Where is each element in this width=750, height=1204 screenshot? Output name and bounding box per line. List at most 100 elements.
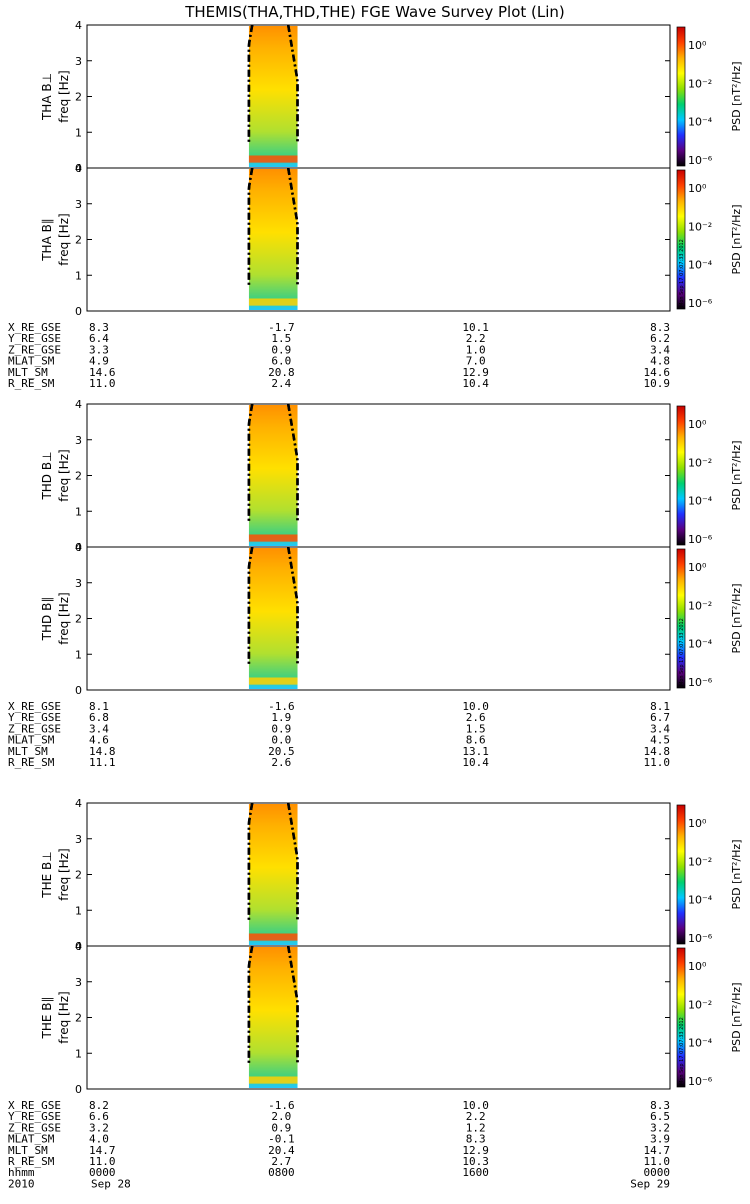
y-tick-label: 1 — [75, 1047, 82, 1060]
ephemeris-value: 14.7 — [89, 1144, 116, 1157]
ephemeris-value: 8.6 — [466, 734, 486, 747]
ephemeris-value: 4.8 — [650, 355, 670, 368]
ephemeris-value: -1.7 — [268, 321, 295, 334]
ephemeris-value: 6.7 — [650, 711, 670, 724]
panel-label: THE B⊥ — [40, 851, 54, 898]
ephemeris-row-name: Z_RE_GSE — [8, 722, 61, 735]
ephemeris-row-name: X_RE_GSE — [8, 1099, 61, 1112]
ephemeris-value: 1.5 — [466, 722, 486, 735]
colorbar: 10⁰ 10⁻² 10⁻⁴ 10⁻⁶ PSD [nT²/Hz] — [676, 405, 743, 546]
ephemeris-value: 1.2 — [466, 1121, 486, 1134]
field-line-curve — [286, 167, 299, 286]
ephemeris-row-name: X_RE_GSE — [8, 700, 61, 713]
y-tick-label: 2 — [75, 613, 82, 626]
ephemeris-value: 6.8 — [89, 711, 109, 724]
ephemeris-value: 11.1 — [89, 756, 116, 769]
ephemeris-value: 12.9 — [462, 366, 489, 379]
low-frequency-band — [248, 155, 298, 163]
ephemeris-row-name: MLAT_SM — [8, 734, 55, 747]
low-frequency-band — [248, 534, 298, 542]
field-line-curve — [247, 546, 254, 665]
ephemeris-value: 14.6 — [644, 366, 671, 379]
colorbar-tick-label: 10⁻⁴ — [688, 259, 713, 272]
y-tick-label: 2 — [75, 234, 82, 247]
y-tick-label: 4 — [75, 940, 82, 953]
timestamp: Mon Sep 17 07:07:33 2012 — [679, 618, 685, 686]
ephemeris-value: 10.4 — [462, 756, 489, 769]
spectrogram-panel: 0 1 2 3 4 THA B∥ freq [Hz] 10⁰ 10⁻² 10⁻⁴ 10⁻⁶ PSD [… — [40, 162, 743, 318]
time-axis-year-label: 2010 — [8, 1177, 35, 1190]
y-tick-label: 0 — [75, 305, 82, 318]
ephemeris-value: 2.0 — [271, 1110, 291, 1123]
colorbar: 10⁰ 10⁻² 10⁻⁴ 10⁻⁶ PSD [nT²/Hz] — [676, 26, 743, 167]
colorbar-label: PSD [nT²/Hz] — [730, 583, 743, 653]
spectrogram-data — [248, 169, 298, 310]
spectrogram-panel: 0 1 2 3 4 THE B∥ freq [Hz] 10⁰ 10⁻² 10⁻⁴ 10⁻⁶ PSD [… — [40, 940, 743, 1096]
ephemeris-row-name: X_RE_GSE — [8, 321, 61, 334]
ephemeris-value: 20.5 — [268, 745, 295, 758]
ephemeris-value: 7.0 — [466, 355, 486, 368]
panel-frame — [86, 167, 671, 312]
colorbar-tick-label: 10⁰ — [688, 561, 707, 574]
ephemeris-value: 3.2 — [89, 1121, 109, 1134]
ephemeris-value: 11.0 — [644, 1155, 671, 1168]
ephemeris-value: 14.6 — [89, 366, 116, 379]
y-tick-label: 1 — [75, 126, 82, 139]
colorbar: 10⁰ 10⁻² 10⁻⁴ 10⁻⁶ PSD [nT²/Hz] — [676, 804, 743, 945]
field-line-curve — [247, 24, 254, 143]
ephemeris-row-name: MLAT_SM — [8, 355, 55, 368]
panel-label: THA B⊥ — [40, 73, 54, 121]
ephemeris-value: -1.6 — [268, 700, 295, 713]
colorbar-tick-label: 10⁻² — [688, 998, 712, 1011]
colorbar-tick-label: 10⁻² — [688, 220, 712, 233]
panel-frame — [86, 945, 671, 1090]
ephemeris-row-name: R_RE_SM — [8, 756, 55, 769]
field-line-curve — [286, 945, 299, 1064]
colorbar-scale — [676, 548, 686, 689]
ephemeris-table: X_RE_GSE 8.3 -1.7 10.1 8.3 Y_RE_GSE 6.4 1.5 2.2 6… — [8, 321, 670, 390]
ephemeris-row-name: MLT_SM — [8, 366, 48, 379]
y-tick-label: 4 — [75, 19, 82, 32]
ephemeris-row-name: MLT_SM — [8, 1144, 48, 1157]
y-tick-label: 0 — [75, 162, 82, 175]
y-axis-label: freq [Hz] — [57, 592, 71, 644]
panel-label: THA B∥ — [40, 218, 54, 262]
ephemeris-table: X_RE_GSE 8.1 -1.6 10.0 8.1 Y_RE_GSE 6.8 1.9 2.6 6… — [8, 700, 670, 769]
timestamp: Mon Sep 17 07:07:33 2012 — [679, 1017, 685, 1085]
spectrogram-data — [248, 405, 298, 546]
ephemeris-value: 6.6 — [89, 1110, 109, 1123]
ephemeris-value: 0.9 — [271, 1121, 291, 1134]
y-tick-label: 0 — [75, 684, 82, 697]
ephemeris-value: 4.0 — [89, 1133, 109, 1146]
ephemeris-value: 3.4 — [650, 722, 670, 735]
ephemeris-value: 8.3 — [89, 321, 109, 334]
colorbar-scale — [676, 804, 686, 945]
ephemeris-row-name: R_RE_SM — [8, 1155, 55, 1168]
y-axis-label: freq [Hz] — [57, 848, 71, 900]
y-tick-label: 2 — [75, 1012, 82, 1025]
time-tick-label: 0000 — [89, 1166, 116, 1179]
y-tick-label: 1 — [75, 269, 82, 282]
ephemeris-value: 10.0 — [462, 700, 489, 713]
spectrogram-data — [248, 804, 298, 945]
ephemeris-value: 10.1 — [462, 321, 489, 334]
y-tick-label: 2 — [75, 91, 82, 104]
y-tick-label: 2 — [75, 470, 82, 483]
ephemeris-value: 13.1 — [462, 745, 489, 758]
panel-label: THD B∥ — [40, 597, 54, 642]
ephemeris-value: 10.4 — [462, 377, 489, 390]
ephemeris-value: 1.9 — [271, 711, 291, 724]
ephemeris-table: X_RE_GSE 8.2 -1.6 10.0 8.3 Y_RE_GSE 6.6 2.0 2.2 6… — [8, 1099, 670, 1168]
ephemeris-value: 8.3 — [466, 1133, 486, 1146]
colorbar-scale — [676, 405, 686, 546]
ephemeris-value: 8.2 — [89, 1099, 109, 1112]
colorbar-label: PSD [nT²/Hz] — [730, 982, 743, 1052]
spectrogram-data — [248, 947, 298, 1088]
y-tick-label: 3 — [75, 198, 82, 211]
y-tick-label: 3 — [75, 434, 82, 447]
ephemeris-value: 8.1 — [89, 700, 109, 713]
colorbar-tick-label: 10⁻⁴ — [688, 638, 713, 651]
ephemeris-value: 11.0 — [644, 756, 671, 769]
field-line-curve — [286, 802, 299, 921]
